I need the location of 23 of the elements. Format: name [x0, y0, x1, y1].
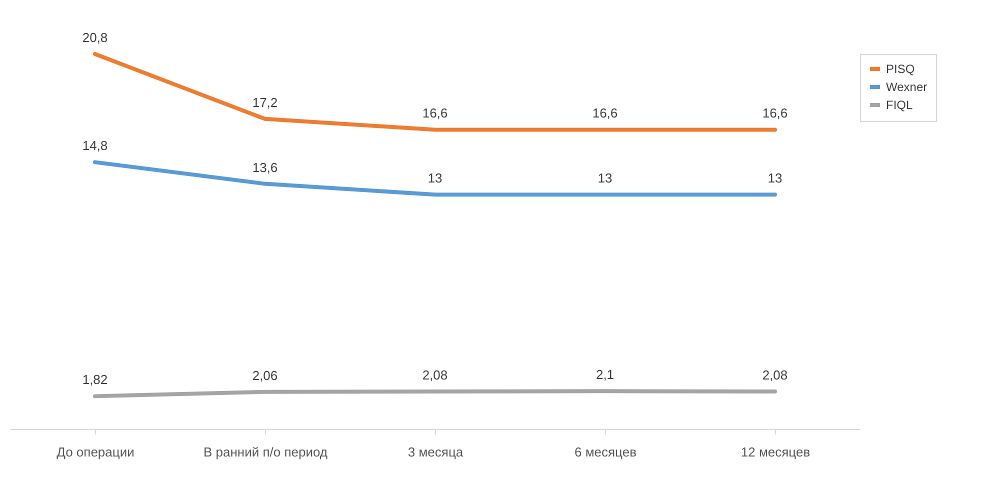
data-label: 20,8 [82, 30, 108, 45]
data-label: 16,6 [422, 106, 448, 121]
data-label: 1,82 [82, 372, 108, 388]
x-tick-label: До операции [56, 444, 134, 460]
legend-label: Wexner [886, 80, 928, 94]
legend-label: FIQL [886, 98, 913, 112]
data-label: 16,6 [762, 106, 788, 121]
data-label: 2,1 [596, 367, 614, 382]
data-label: 13 [768, 170, 782, 186]
data-label: 2,08 [762, 368, 788, 382]
x-tick-label: 6 месяцев [574, 444, 637, 460]
data-label: 14,8 [82, 138, 108, 154]
data-label: 17,2 [252, 94, 278, 110]
data-label: 13 [598, 170, 612, 186]
x-tick-label: В ранний п/о период [203, 444, 328, 460]
x-tick-label: 12 месяцев [740, 444, 810, 460]
x-tick-label: 3 месяца [408, 444, 464, 460]
legend-label: PISQ [886, 62, 915, 76]
data-label: 2,06 [252, 368, 278, 383]
data-label: 13,6 [252, 160, 278, 175]
data-label: 2,08 [422, 368, 448, 382]
data-label: 16,6 [592, 106, 618, 121]
data-label: 13 [428, 170, 442, 186]
